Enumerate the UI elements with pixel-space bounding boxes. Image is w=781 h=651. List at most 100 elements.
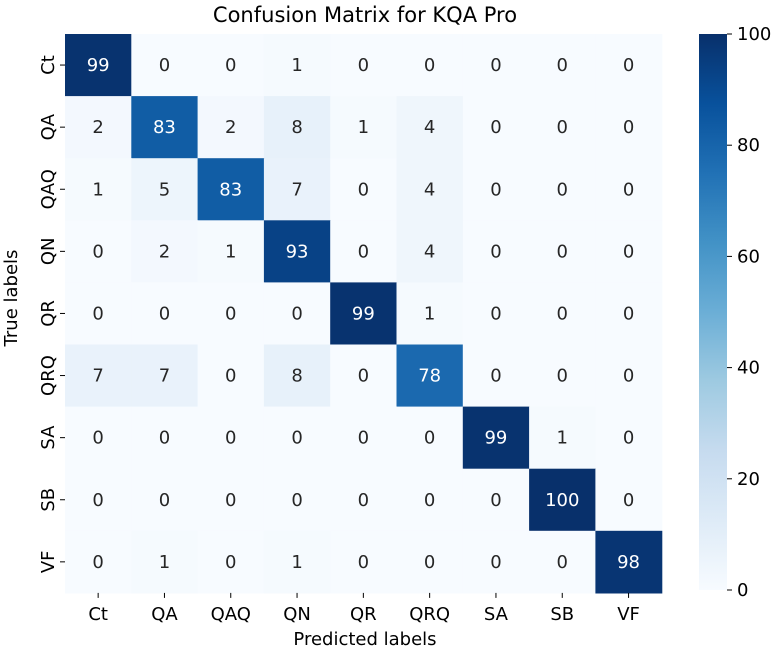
y-tick-label: QRQ	[38, 355, 59, 396]
cell-value-label: 0	[225, 366, 236, 387]
heatmap-cell	[131, 530, 199, 594]
cell-value-label: 8	[291, 117, 302, 138]
cell-value-label: 0	[623, 241, 634, 262]
heatmap-cell	[131, 158, 199, 221]
cell-value-label: 0	[623, 179, 634, 200]
heatmap-cell	[595, 406, 663, 470]
heatmap-cell	[65, 344, 132, 408]
x-tick-label: SB	[550, 604, 574, 625]
colorbar-tick-label: 40	[737, 358, 760, 379]
cell-value-label: 1	[557, 428, 568, 449]
heatmap-cell	[462, 96, 530, 159]
x-tick-label: SA	[484, 604, 509, 625]
cell-value-label: 83	[219, 179, 242, 200]
cell-value-label: 0	[92, 490, 103, 511]
cell-value-label: 0	[92, 428, 103, 449]
cell-value-label: 0	[557, 366, 568, 387]
heatmap-cell	[131, 406, 199, 470]
cell-value-label: 0	[557, 552, 568, 573]
x-tick-label: VF	[617, 604, 640, 625]
heatmap-cell	[65, 34, 132, 97]
cell-value-label: 0	[623, 303, 634, 324]
heatmap-cell	[197, 406, 265, 470]
colorbar-tick-label: 80	[737, 135, 760, 156]
cell-value-label: 0	[623, 428, 634, 449]
heatmap-cell	[529, 158, 596, 221]
y-axis-label: True labels	[1, 250, 22, 348]
cell-value-label: 0	[424, 552, 435, 573]
heatmap-cell	[396, 34, 464, 97]
cell-value-label: 0	[159, 490, 170, 511]
colorbar-tick-label: 20	[737, 469, 760, 490]
cell-value-label: 0	[490, 303, 501, 324]
heatmap-cell	[529, 220, 596, 283]
x-axis-ticks: Ct QA QAQ QN QR QRQ SA SB VF	[88, 592, 640, 625]
cell-value-label: 1	[424, 303, 435, 324]
cell-value-label: 0	[490, 490, 501, 511]
cell-value-label: 0	[159, 303, 170, 324]
cell-value-label: 0	[92, 241, 103, 262]
heatmap-cell	[529, 530, 596, 594]
y-tick-label: QAQ	[38, 169, 59, 209]
cell-value-label: 0	[424, 490, 435, 511]
cell-value-label: 0	[358, 428, 369, 449]
cell-value-label: 0	[225, 552, 236, 573]
heatmap-cell	[595, 530, 663, 594]
heatmap-cell	[263, 158, 331, 221]
cell-value-label: 0	[490, 552, 501, 573]
cell-value-label: 1	[291, 552, 302, 573]
heatmap-cell	[197, 220, 265, 283]
cell-value-label: 0	[490, 366, 501, 387]
heatmap-cell	[131, 220, 199, 283]
cell-value-label: 99	[87, 55, 110, 76]
heatmap-cell	[529, 282, 596, 346]
heatmap-cell	[330, 468, 398, 532]
heatmap-cell	[330, 530, 398, 594]
heatmap-cell	[330, 220, 398, 283]
heatmap-cell	[462, 406, 530, 470]
heatmap-cell	[462, 282, 530, 346]
cell-value-label: 0	[490, 179, 501, 200]
colorbar: 0 20 40 60 80 100	[699, 24, 771, 601]
heatmap-cell	[396, 96, 464, 159]
cell-value-label: 0	[490, 117, 501, 138]
heatmap-cell	[396, 468, 464, 532]
heatmap-cell	[462, 220, 530, 283]
cell-value-label: 0	[424, 428, 435, 449]
cell-value-label: 1	[225, 241, 236, 262]
y-tick-label: SA	[38, 425, 59, 450]
heatmap-cell	[462, 158, 530, 221]
heatmap-cell	[330, 34, 398, 97]
cell-value-label: 0	[490, 55, 501, 76]
colorbar-gradient	[699, 34, 727, 590]
cell-value-label: 0	[623, 490, 634, 511]
cell-value-label: 0	[225, 55, 236, 76]
cell-value-label: 0	[490, 241, 501, 262]
heatmap-cell	[396, 220, 464, 283]
cell-value-label: 7	[159, 366, 170, 387]
cell-value-label: 0	[557, 241, 568, 262]
heatmap-cell	[462, 34, 530, 97]
heatmap-cell	[330, 96, 398, 159]
cell-value-label: 0	[623, 55, 634, 76]
cell-value-label: 0	[623, 366, 634, 387]
heatmap-cell	[131, 344, 199, 408]
cell-value-label: 0	[557, 55, 568, 76]
heatmap-cell	[65, 220, 132, 283]
cell-value-label: 98	[617, 552, 640, 573]
cell-value-label: 0	[358, 552, 369, 573]
heatmap-cell	[131, 282, 199, 346]
heatmap-cells	[65, 34, 663, 594]
heatmap-cell	[396, 344, 464, 408]
heatmap-cell	[595, 468, 663, 532]
cell-value-label: 1	[92, 179, 103, 200]
chart-title: Confusion Matrix for KQA Pro	[213, 3, 517, 27]
heatmap-cell	[263, 96, 331, 159]
heatmap-cell	[529, 406, 596, 470]
cell-value-label: 0	[159, 428, 170, 449]
heatmap-cell	[330, 406, 398, 470]
heatmap-cell	[595, 158, 663, 221]
cell-value-label: 0	[358, 55, 369, 76]
x-tick-label: QA	[151, 604, 178, 625]
heatmap-cell	[131, 34, 199, 97]
